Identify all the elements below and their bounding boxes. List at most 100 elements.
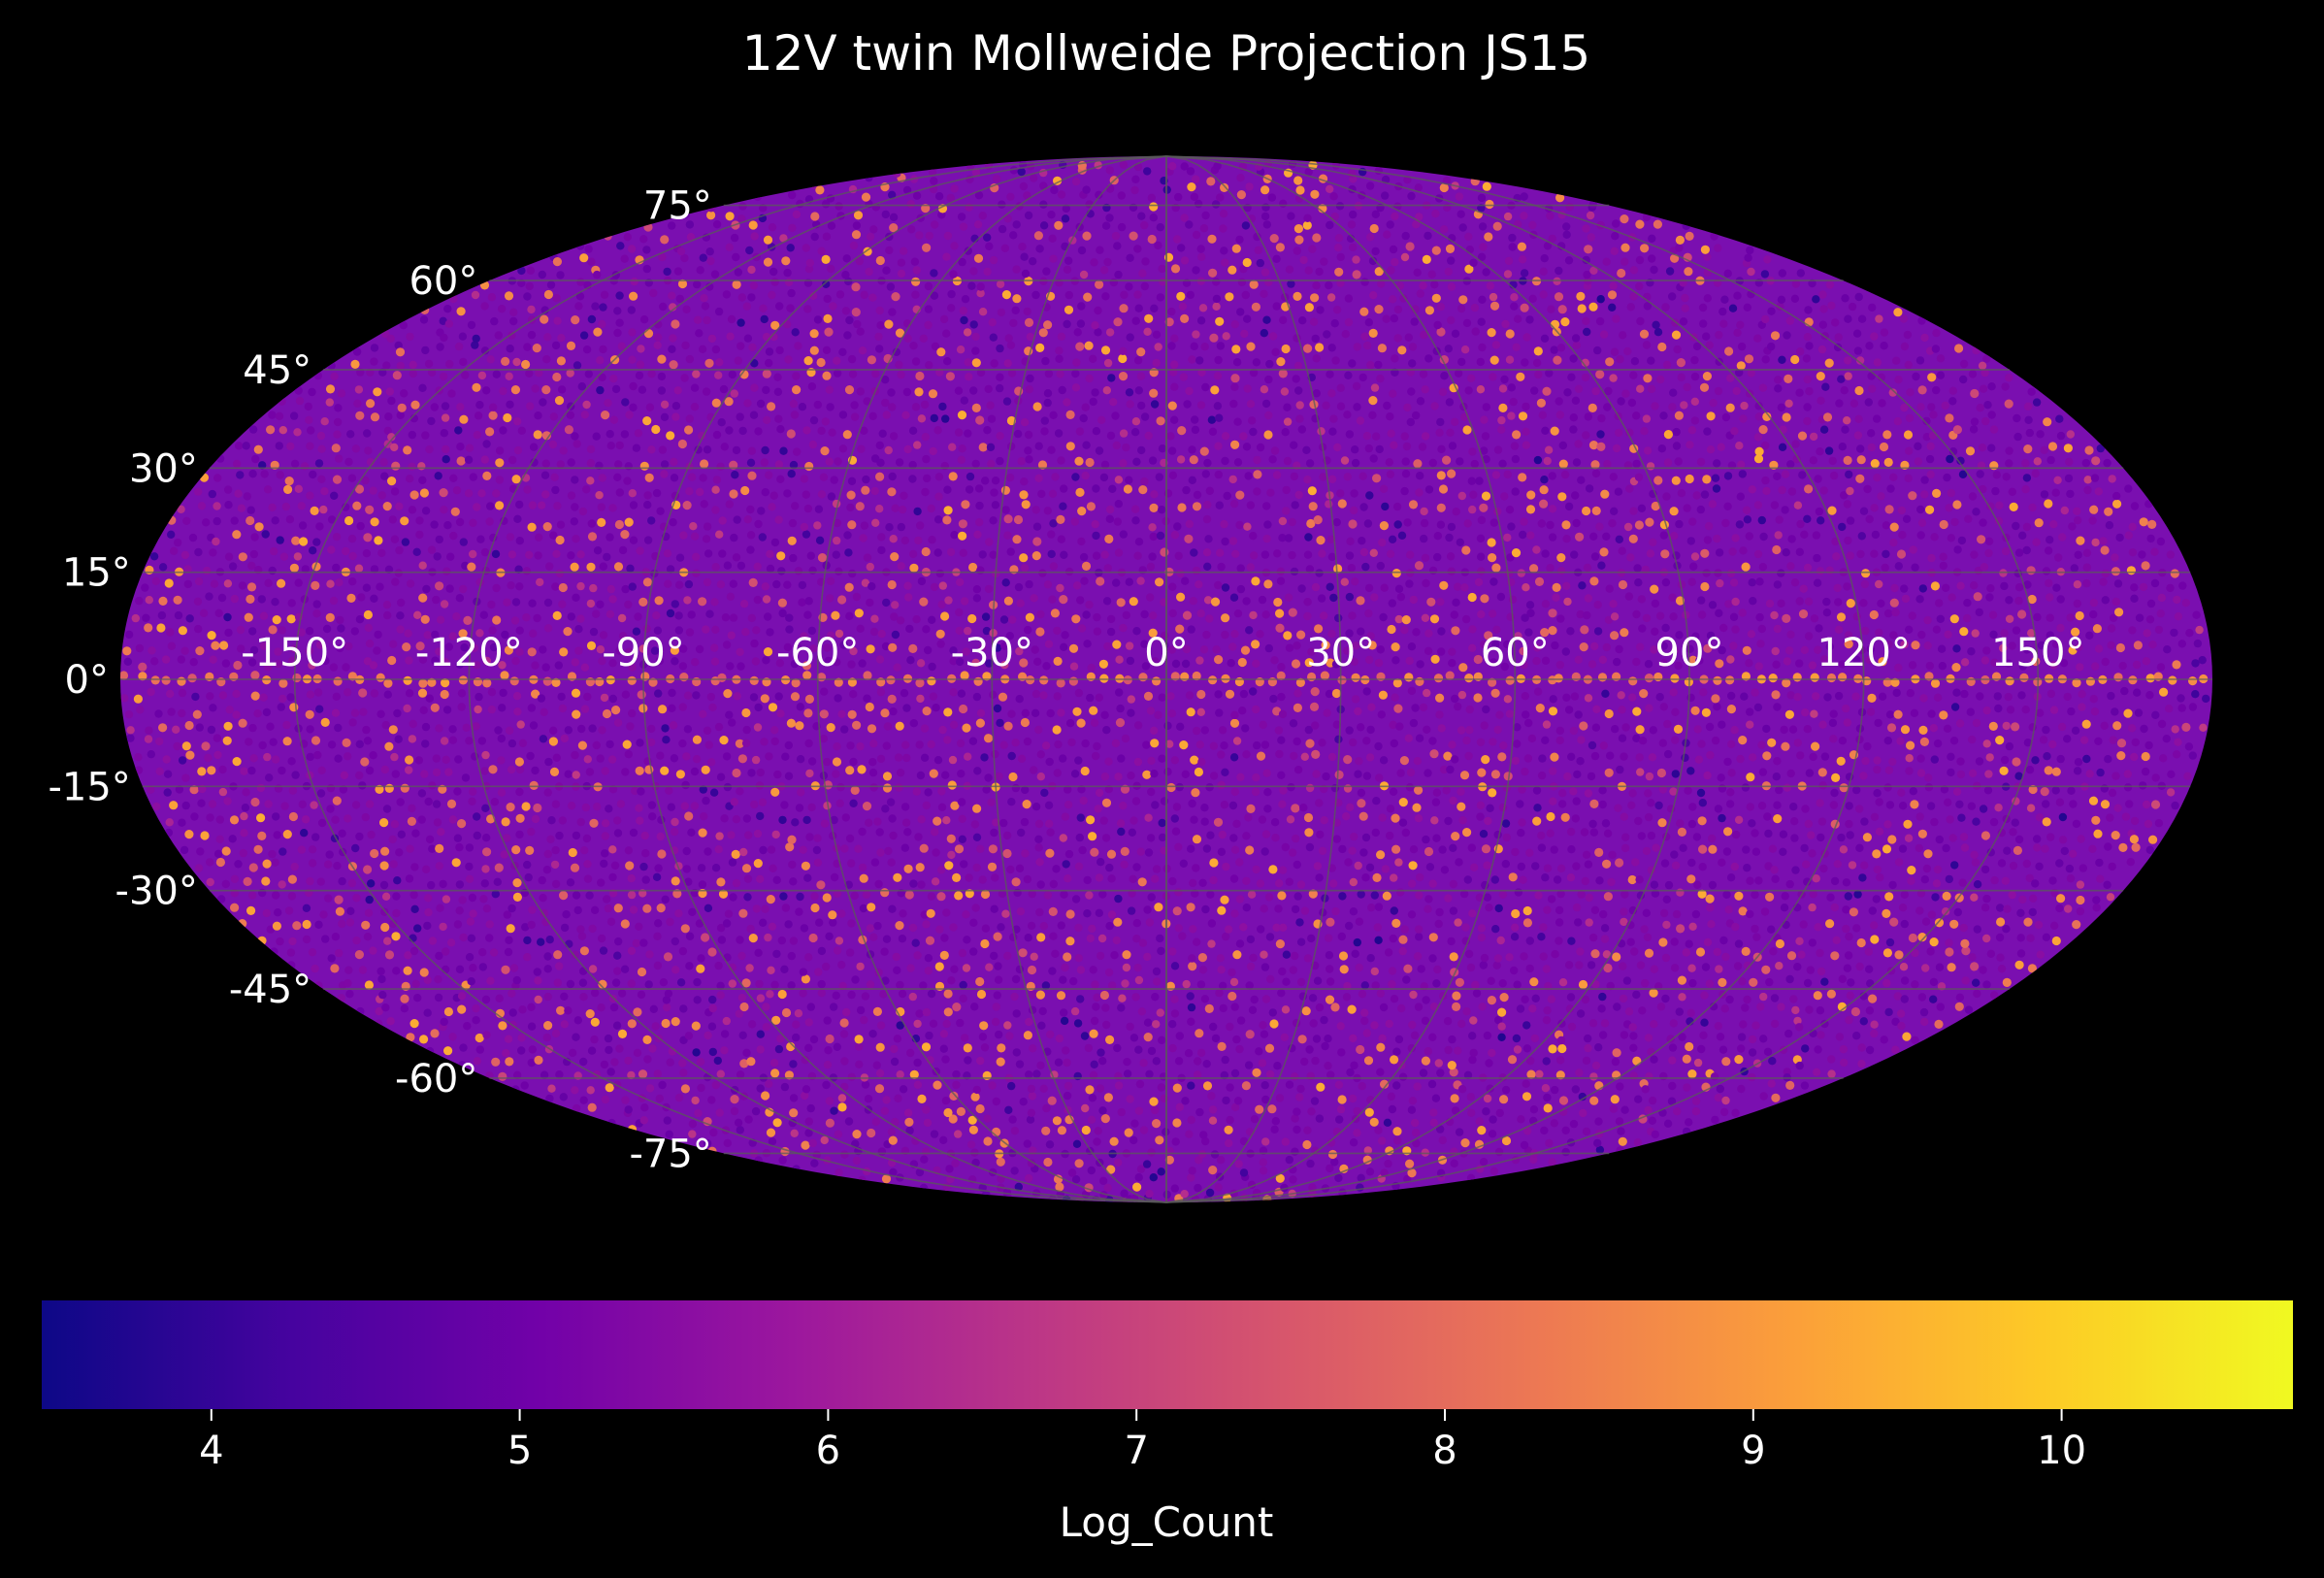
data-point bbox=[1327, 752, 1337, 762]
data-point bbox=[1971, 629, 1980, 638]
data-point bbox=[1466, 1173, 1476, 1183]
data-point bbox=[931, 828, 939, 837]
data-point bbox=[1684, 786, 1692, 795]
data-point bbox=[1313, 976, 1323, 985]
data-point bbox=[1916, 769, 1926, 777]
data-point bbox=[428, 781, 437, 790]
data-point bbox=[1669, 1019, 1679, 1028]
data-point bbox=[1355, 963, 1363, 972]
data-point bbox=[1668, 1056, 1677, 1065]
data-point bbox=[1280, 1033, 1290, 1042]
data-point bbox=[716, 877, 726, 887]
data-point bbox=[1801, 708, 1810, 717]
data-point bbox=[1556, 614, 1565, 623]
data-point bbox=[886, 798, 896, 806]
data-point bbox=[1523, 1127, 1532, 1135]
data-point bbox=[391, 932, 401, 941]
data-point bbox=[1322, 772, 1330, 781]
data-point bbox=[825, 932, 834, 940]
data-point bbox=[2134, 708, 2144, 717]
data-point bbox=[737, 951, 746, 961]
data-point bbox=[1043, 580, 1053, 589]
data-point bbox=[993, 643, 1002, 652]
data-point bbox=[1620, 812, 1629, 821]
data-point bbox=[1230, 909, 1239, 918]
data-point bbox=[649, 1004, 658, 1014]
data-point bbox=[553, 950, 563, 960]
data-point bbox=[2171, 801, 2179, 810]
data-point bbox=[1581, 995, 1590, 1004]
data-point bbox=[2028, 907, 2037, 917]
data-point bbox=[1937, 644, 1947, 653]
data-point bbox=[943, 1107, 953, 1118]
data-point bbox=[1282, 977, 1291, 986]
data-point bbox=[1025, 1070, 1033, 1079]
data-point bbox=[770, 726, 779, 735]
data-point bbox=[1170, 756, 1180, 765]
data-point bbox=[334, 723, 343, 733]
data-point bbox=[1008, 772, 1018, 782]
data-point bbox=[999, 615, 1009, 624]
data-point bbox=[201, 741, 211, 751]
data-point bbox=[434, 975, 442, 984]
data-point bbox=[1834, 691, 1844, 701]
data-point bbox=[1863, 741, 1872, 751]
data-point bbox=[1619, 962, 1627, 970]
data-point bbox=[491, 890, 500, 899]
data-point bbox=[1503, 640, 1512, 649]
data-point bbox=[606, 1068, 615, 1076]
data-point bbox=[1451, 694, 1459, 704]
data-point bbox=[2046, 631, 2054, 640]
data-point bbox=[490, 798, 500, 806]
data-point bbox=[190, 812, 199, 821]
data-point bbox=[2009, 861, 2018, 871]
data-point bbox=[1388, 599, 1397, 608]
data-point bbox=[1557, 800, 1567, 808]
data-point bbox=[443, 1046, 453, 1056]
data-point bbox=[1282, 950, 1292, 959]
data-point bbox=[1501, 1085, 1511, 1095]
data-point bbox=[1958, 878, 1967, 887]
data-point bbox=[770, 1068, 780, 1078]
data-point bbox=[1334, 735, 1343, 743]
data-point bbox=[2064, 904, 2073, 913]
data-point bbox=[494, 863, 504, 872]
data-point bbox=[513, 707, 522, 716]
data-point bbox=[746, 924, 755, 934]
data-point bbox=[370, 594, 378, 603]
data-point bbox=[1129, 816, 1138, 825]
data-point bbox=[1324, 1062, 1332, 1070]
data-point bbox=[1855, 962, 1864, 971]
data-point bbox=[1539, 952, 1548, 961]
data-point bbox=[230, 903, 240, 912]
data-point bbox=[1276, 576, 1286, 585]
data-point bbox=[1533, 643, 1542, 652]
data-point bbox=[1983, 786, 1993, 795]
data-point bbox=[1260, 950, 1268, 959]
data-point bbox=[726, 662, 735, 671]
data-point bbox=[2157, 719, 2167, 729]
data-point bbox=[994, 962, 1002, 970]
data-point bbox=[1455, 977, 1464, 987]
data-point bbox=[1486, 804, 1494, 812]
data-point bbox=[1578, 1092, 1588, 1101]
data-point bbox=[1802, 860, 1811, 869]
data-point bbox=[1297, 584, 1306, 593]
data-point bbox=[624, 647, 634, 656]
data-point bbox=[1570, 692, 1580, 701]
data-point bbox=[1713, 675, 1722, 685]
data-point bbox=[949, 720, 959, 729]
data-point bbox=[2177, 694, 2185, 703]
data-point bbox=[1878, 692, 1887, 701]
data-point bbox=[1391, 693, 1399, 702]
data-point bbox=[1293, 766, 1303, 774]
data-point bbox=[980, 889, 991, 900]
data-point bbox=[699, 785, 707, 794]
data-point bbox=[1817, 833, 1825, 842]
data-point bbox=[1097, 1048, 1105, 1057]
data-point bbox=[2033, 843, 2042, 852]
data-point bbox=[435, 581, 444, 591]
data-point bbox=[1642, 613, 1652, 623]
data-point bbox=[720, 1046, 729, 1055]
data-point bbox=[636, 816, 644, 825]
